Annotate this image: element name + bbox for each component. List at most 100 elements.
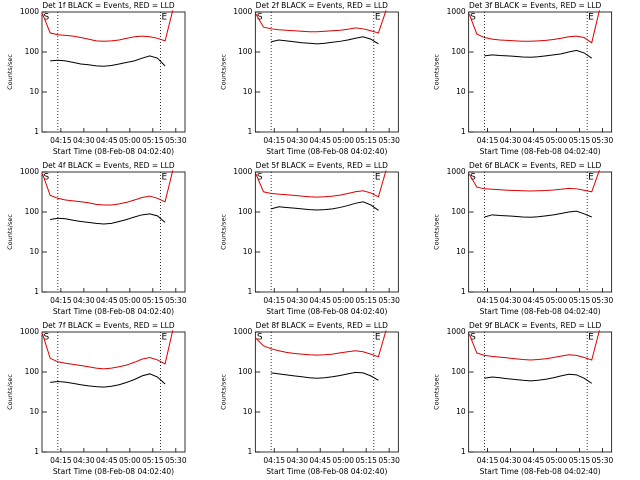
panel: Det 2f BLACK = Events, RED = LLD Start Ti… [219,1,400,156]
x-tick-label: 04:15 [263,456,285,465]
annotation: E [375,13,381,23]
x-tick-label: 05:30 [378,456,400,465]
y-tick-label: 10 [456,87,466,96]
x-tick-label: 05:30 [592,296,614,305]
x-tick-label: 05:00 [546,136,568,145]
x-tick-label: 04:45 [309,456,331,465]
plot-frame [468,171,613,293]
y-tick-label: 10 [456,407,466,416]
chart-title: Det 6f BLACK = Events, RED = LLD [469,161,602,170]
series-line [484,373,593,384]
y-axis-label: Counts/sec [219,54,227,90]
x-tick-label: 05:30 [378,296,400,305]
x-tick-label: 05:30 [165,456,187,465]
x-tick-label: 05:30 [378,136,400,145]
x-tick-label: 04:30 [286,456,308,465]
series-line [42,10,174,42]
chart-title: Det 5f BLACK = Events, RED = LLD [256,161,389,170]
annotation: S [257,173,263,183]
y-tick-label: 10 [243,247,253,256]
y-tick-label: 100 [451,367,466,376]
y-tick-label: 1 [461,127,466,136]
y-tick-label: 1000 [233,167,252,176]
x-tick-label: 04:30 [286,296,308,305]
y-axis-label: Counts/sec [6,374,14,410]
y-tick-label: 10 [29,87,39,96]
x-tick-label: 04:45 [523,296,545,305]
plot-frame [468,331,613,453]
y-tick-label: 1 [461,447,466,456]
plot-frame [468,11,613,133]
chart-title: Det 1f BLACK = Events, RED = LLD [42,1,175,10]
annotation: E [375,333,381,343]
panel: Det 5f BLACK = Events, RED = LLD Start Ti… [219,161,400,316]
x-axis-label: Start Time (08-Feb-08 04:02:40) [480,307,601,316]
panel: Det 1f BLACK = Events, RED = LLD Start Ti… [6,1,187,156]
x-tick-label: 04:30 [286,136,308,145]
x-tick-label: 05:00 [119,456,141,465]
y-tick-label: 1000 [447,327,466,336]
y-axis-label: Counts/sec [433,214,441,250]
y-tick-label: 10 [29,407,39,416]
x-tick-label: 04:30 [73,136,95,145]
series-line [255,170,387,198]
annotation: E [588,13,594,23]
series-line [42,330,174,370]
series-line [255,330,387,358]
x-tick-label: 05:15 [142,136,164,145]
y-tick-label: 1 [34,447,39,456]
plot-frame [41,171,186,293]
x-tick-label: 04:30 [73,456,95,465]
y-tick-label: 1 [461,287,466,296]
annotation: S [44,333,50,343]
y-axis-label: Counts/sec [219,214,227,250]
plot-frame [41,331,186,453]
x-tick-label: 05:15 [142,296,164,305]
x-tick-label: 05:15 [569,456,591,465]
x-tick-label: 04:15 [477,456,499,465]
x-tick-label: 05:00 [332,136,354,145]
y-tick-label: 1000 [447,167,466,176]
x-axis-label: Start Time (08-Feb-08 04:02:40) [266,147,387,156]
annotation: E [588,173,594,183]
y-axis-label: Counts/sec [433,374,441,410]
series-line [50,213,166,225]
x-tick-label: 04:45 [309,296,331,305]
x-tick-label: 04:30 [500,136,522,145]
chart-title: Det 4f BLACK = Events, RED = LLD [42,161,175,170]
y-axis-label: Counts/sec [433,54,441,90]
y-tick-label: 10 [243,87,253,96]
y-tick-label: 100 [238,367,253,376]
x-tick-label: 04:15 [50,136,72,145]
x-tick-label: 04:30 [73,296,95,305]
x-axis-label: Start Time (08-Feb-08 04:02:40) [266,467,387,476]
annotation: E [588,333,594,343]
y-tick-label: 1 [248,127,253,136]
annotation: S [257,13,263,23]
y-tick-label: 1000 [20,327,39,336]
series-line [484,210,592,218]
x-tick-label: 05:15 [569,136,591,145]
chart-title: Det 7f BLACK = Events, RED = LLD [42,321,175,330]
x-axis-label: Start Time (08-Feb-08 04:02:40) [53,467,174,476]
annotation: E [161,333,167,343]
chart-title: Det 3f BLACK = Events, RED = LLD [469,1,602,10]
y-tick-label: 100 [451,47,466,56]
annotation: S [470,13,476,23]
x-tick-label: 05:00 [119,136,141,145]
x-tick-label: 05:00 [546,456,568,465]
x-tick-label: 05:00 [332,456,354,465]
x-tick-label: 04:45 [96,456,118,465]
y-axis-label: Counts/sec [6,54,14,90]
series-line [271,36,379,45]
annotation: S [257,333,263,343]
x-tick-label: 05:15 [569,296,591,305]
x-tick-label: 04:15 [50,296,72,305]
x-tick-label: 05:15 [142,456,164,465]
x-tick-label: 04:45 [523,456,545,465]
y-tick-label: 100 [25,367,40,376]
plot-frame [254,11,399,133]
annotation: S [470,173,476,183]
series-line [42,170,174,206]
